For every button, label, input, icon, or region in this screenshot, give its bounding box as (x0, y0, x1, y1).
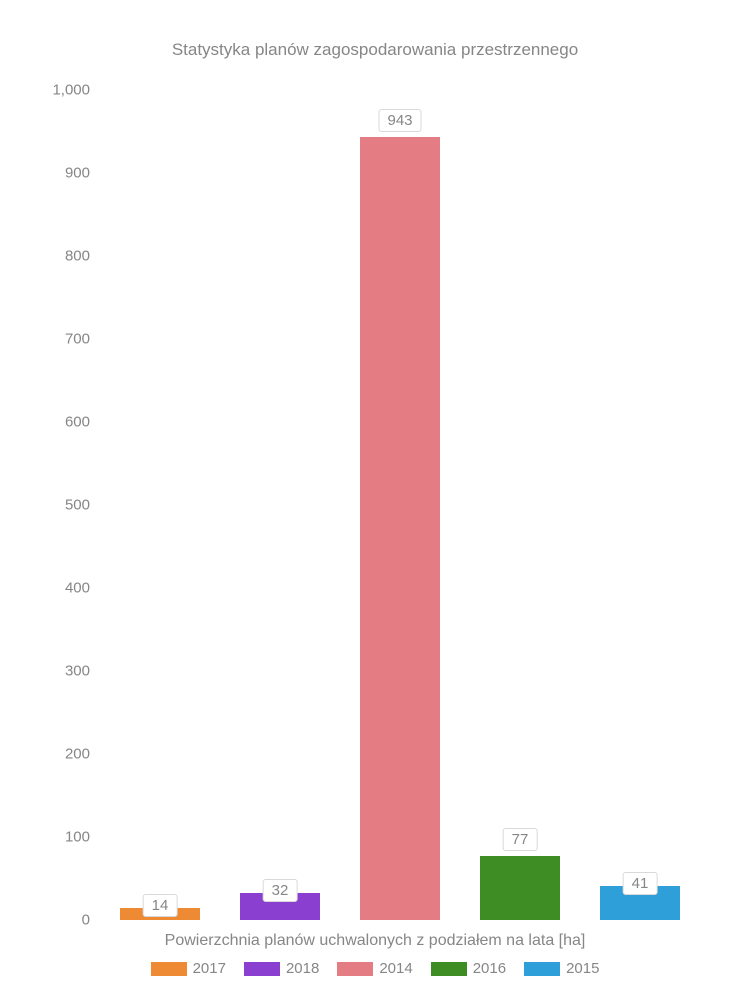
legend-swatch (151, 962, 187, 976)
legend-swatch (524, 962, 560, 976)
bar-value-label: 943 (378, 109, 421, 132)
y-tick-label: 300 (65, 663, 90, 680)
legend-item-2015: 2015 (524, 960, 599, 977)
y-tick-label: 200 (65, 746, 90, 763)
bars-row: 14 32 943 77 41 (100, 90, 700, 920)
legend: 2017 2018 2014 2016 2015 (30, 960, 720, 977)
bar-chart: Statystyka planów zagospodarowania przes… (0, 0, 750, 1000)
y-tick-label: 400 (65, 580, 90, 597)
legend-label: 2015 (566, 960, 599, 977)
legend-label: 2016 (473, 960, 506, 977)
bar-slot: 32 (220, 90, 340, 920)
bar-value-label: 77 (503, 828, 538, 851)
x-axis-title: Powierzchnia planów uchwalonych z podzia… (30, 932, 720, 950)
y-tick-label: 1,000 (52, 82, 90, 99)
y-tick-label: 100 (65, 829, 90, 846)
bar-slot: 14 (100, 90, 220, 920)
legend-label: 2018 (286, 960, 319, 977)
y-tick-label: 900 (65, 165, 90, 182)
bar-value-label: 32 (263, 879, 298, 902)
y-tick-label: 800 (65, 248, 90, 265)
legend-swatch (337, 962, 373, 976)
bar-value-label: 14 (143, 894, 178, 917)
y-tick-label: 500 (65, 497, 90, 514)
y-tick-label: 700 (65, 331, 90, 348)
bar-2016: 77 (480, 856, 560, 920)
chart-title: Statystyka planów zagospodarowania przes… (30, 40, 720, 60)
bar-2018: 32 (240, 893, 320, 920)
bar-slot: 943 (340, 90, 460, 920)
legend-item-2016: 2016 (431, 960, 506, 977)
legend-swatch (431, 962, 467, 976)
legend-item-2018: 2018 (244, 960, 319, 977)
legend-swatch (244, 962, 280, 976)
plot-area: 01002003004005006007008009001,0001432943… (100, 90, 700, 920)
bar-2015: 41 (600, 886, 680, 920)
y-tick-label: 0 (82, 912, 90, 929)
bar-2014: 943 (360, 137, 440, 920)
bar-slot: 77 (460, 90, 580, 920)
legend-label: 2017 (193, 960, 226, 977)
bar-slot: 41 (580, 90, 700, 920)
bar-2017: 14 (120, 908, 200, 920)
legend-label: 2014 (379, 960, 412, 977)
legend-item-2014: 2014 (337, 960, 412, 977)
legend-item-2017: 2017 (151, 960, 226, 977)
y-tick-label: 600 (65, 414, 90, 431)
bar-value-label: 41 (623, 872, 658, 895)
